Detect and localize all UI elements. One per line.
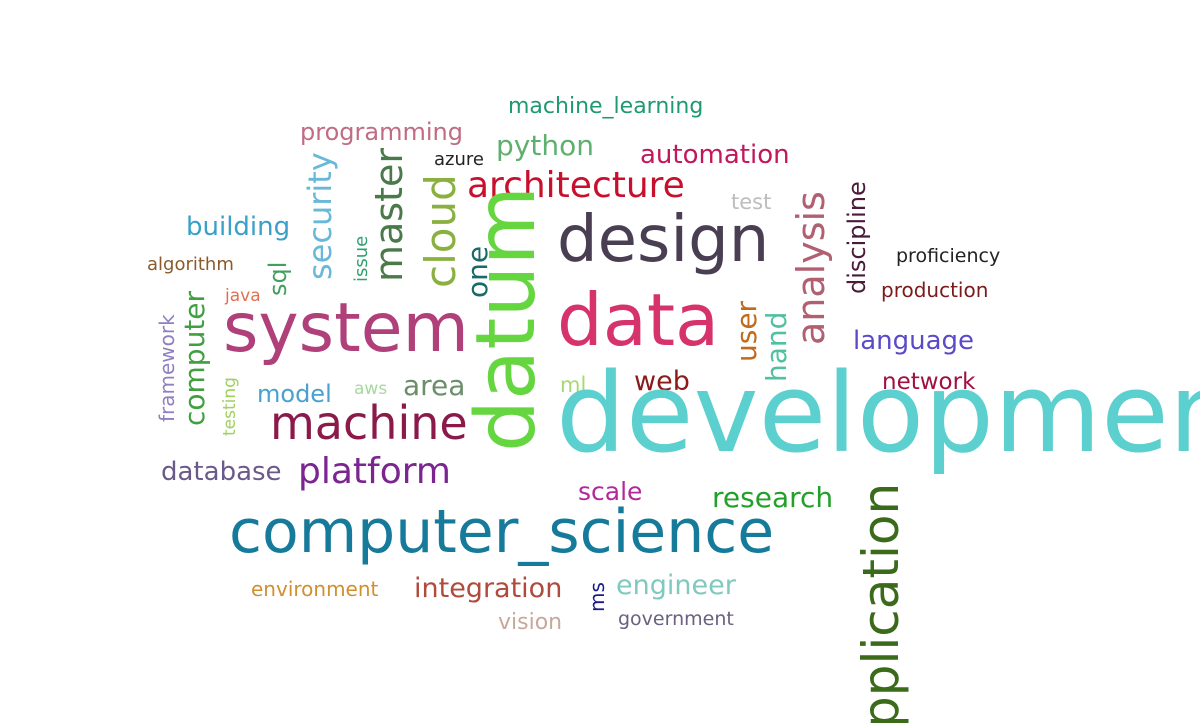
word-testing: testing [220,377,240,436]
word-pplication: pplication [852,482,910,723]
word-azure: azure [434,149,484,170]
word-ms: ms [585,582,609,612]
word-automation: automation [640,140,790,170]
word-scale: scale [578,477,643,506]
word-java: java [225,286,261,306]
word-integration: integration [414,573,563,604]
word-aws: aws [354,379,388,399]
word-vision: vision [498,610,563,635]
word-hand: hand [760,311,793,382]
word-platform: platform [298,451,451,492]
word-research: research [712,481,834,514]
word-cloud: cloud [416,174,465,288]
word-machine: machine [270,396,468,450]
word-development: development [556,349,1200,477]
word-discipline: discipline [843,181,871,294]
word-proficiency: proficiency [896,245,1001,267]
word-issue: issue [351,235,372,282]
word-ml: ml [560,373,587,397]
word-web: web [634,366,690,397]
word-computer-science: computer_science [229,497,775,567]
word-network: network [882,369,976,395]
word-language: language [853,326,975,356]
word-data: data [557,278,720,362]
word-building: building [186,212,291,242]
word-master: master [367,147,411,282]
word-python: python [496,129,594,162]
word-area: area [403,369,466,402]
word-security: security [301,152,339,280]
word-computer: computer [178,290,211,426]
word-algorithm: algorithm [147,254,234,275]
word-programming: programming [300,118,463,146]
word-system: system [223,289,469,368]
word-datum: datum [459,185,554,452]
word-database: database [161,457,282,487]
word-analysis: analysis [789,191,833,345]
word-user: user [730,300,763,362]
word-framework: framework [155,314,179,422]
word-machine-learning: machine_learning [508,94,704,119]
word-government: government [618,608,734,630]
word-sql: sql [264,261,292,296]
word-model: model [257,380,332,408]
word-environment: environment [251,577,379,601]
word-engineer: engineer [616,570,736,601]
word-design: design [557,203,770,277]
word-test: test [731,190,772,214]
word-architecture: architecture [467,165,685,206]
word-production: production [881,278,989,302]
